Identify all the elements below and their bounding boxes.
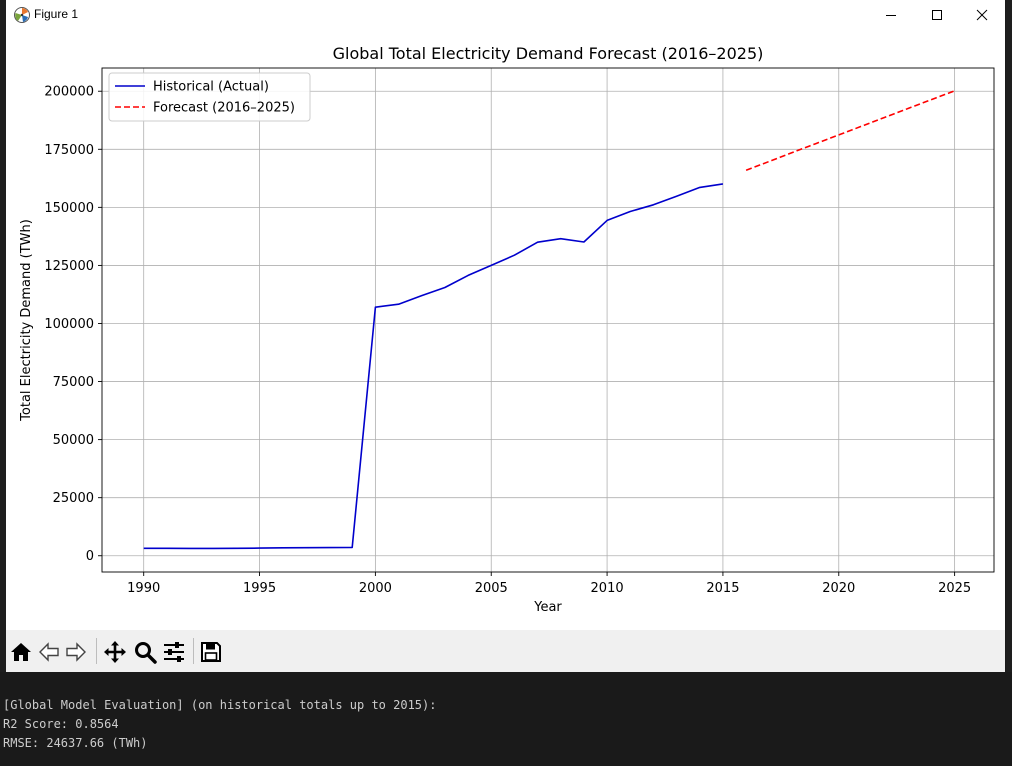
zoom-icon bbox=[135, 642, 157, 664]
series-line bbox=[745, 90, 955, 171]
axes-frame bbox=[101, 67, 995, 573]
matplotlib-icon bbox=[14, 7, 30, 23]
zoom-button[interactable] bbox=[131, 638, 159, 666]
forward-button[interactable] bbox=[62, 638, 90, 666]
save-button[interactable] bbox=[197, 638, 225, 666]
y-tick-label: 100000 bbox=[44, 317, 94, 332]
configure-subplots-icon bbox=[164, 642, 184, 662]
save-icon bbox=[201, 642, 221, 662]
navigation-toolbar bbox=[6, 630, 1005, 672]
minimize-icon bbox=[886, 15, 896, 16]
legend-label: Historical (Actual) bbox=[153, 80, 269, 95]
series-line bbox=[143, 183, 724, 550]
x-tick-label: 1990 bbox=[127, 581, 160, 596]
figure-window: Figure 1 1990 1995 2000 2005 2010 2015 2020 202… bbox=[6, 0, 1005, 672]
y-tick-label: 0 bbox=[86, 549, 94, 564]
y-tick-label: 75000 bbox=[53, 375, 94, 390]
configure-subplots-button[interactable] bbox=[160, 638, 188, 666]
home-icon bbox=[11, 643, 31, 661]
x-tick-label: 1995 bbox=[243, 581, 276, 596]
window-title: Figure 1 bbox=[34, 7, 79, 21]
x-tick-label: 2020 bbox=[822, 581, 855, 596]
terminal-edge-right bbox=[1006, 0, 1012, 672]
minimize-button[interactable] bbox=[868, 0, 914, 30]
y-tick-label: 175000 bbox=[44, 143, 94, 158]
forward-icon bbox=[66, 642, 86, 662]
x-tick-label: 2010 bbox=[591, 581, 624, 596]
y-tick-label: 125000 bbox=[44, 259, 94, 274]
legend-box bbox=[108, 72, 311, 122]
plot-canvas[interactable]: 1990 1995 2000 2005 2010 2015 2020 2025 0 25000 50… bbox=[6, 30, 1005, 630]
pan-button[interactable] bbox=[101, 638, 129, 666]
back-icon bbox=[39, 642, 59, 662]
x-tick-label: 2025 bbox=[938, 581, 971, 596]
x-tick-label: 2005 bbox=[475, 581, 508, 596]
y-tick-label: 150000 bbox=[44, 201, 94, 216]
chart: 1990 1995 2000 2005 2010 2015 2020 2025 0 25000 50… bbox=[19, 44, 995, 615]
y-tick-label: 50000 bbox=[53, 433, 94, 448]
close-icon bbox=[976, 9, 988, 21]
toolbar-separator bbox=[193, 638, 194, 664]
back-button[interactable] bbox=[35, 638, 63, 666]
y-axis-label: Total Electricity Demand (TWh) bbox=[19, 219, 34, 422]
x-tick-label: 2015 bbox=[706, 581, 739, 596]
toolbar-separator bbox=[96, 638, 97, 664]
x-tick-label: 2000 bbox=[359, 581, 392, 596]
close-button[interactable] bbox=[959, 0, 1005, 30]
pan-icon bbox=[104, 641, 126, 663]
terminal-line: RMSE: 24637.66 (TWh) bbox=[3, 736, 148, 750]
plot-background bbox=[102, 68, 994, 572]
maximize-icon bbox=[932, 10, 942, 20]
title-bar[interactable]: Figure 1 bbox=[6, 0, 1005, 30]
terminal-line: R2 Score: 0.8564 bbox=[3, 717, 119, 731]
y-tick-label: 200000 bbox=[44, 85, 94, 100]
terminal-edge-left bbox=[0, 0, 6, 672]
x-axis-label: Year bbox=[533, 600, 562, 615]
legend-label: Forecast (2016–2025) bbox=[153, 101, 295, 116]
home-button[interactable] bbox=[7, 638, 35, 666]
y-tick-label: 25000 bbox=[53, 491, 94, 506]
terminal-output: [Global Model Evaluation] (on historical… bbox=[0, 672, 1012, 766]
chart-title: Global Total Electricity Demand Forecast… bbox=[333, 44, 764, 63]
maximize-button[interactable] bbox=[914, 0, 960, 30]
terminal-line: [Global Model Evaluation] (on historical… bbox=[3, 698, 437, 712]
